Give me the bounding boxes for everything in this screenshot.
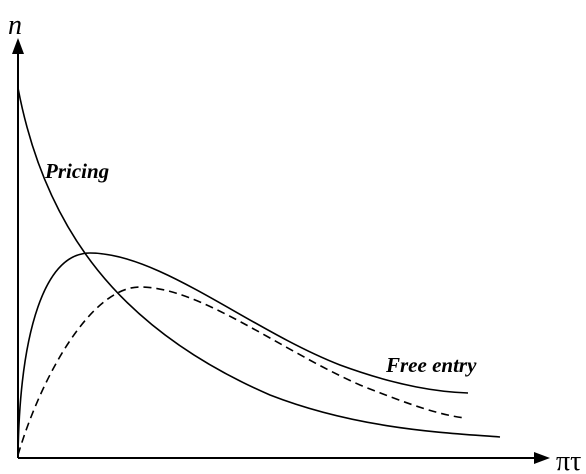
free-entry-curve bbox=[17, 252, 469, 456]
y-axis-arrow bbox=[12, 38, 24, 54]
y-axis-label: n bbox=[8, 10, 22, 41]
dashed-curve bbox=[17, 286, 466, 456]
x-axis-label: πτ bbox=[556, 446, 581, 474]
pricing-curve bbox=[17, 87, 501, 438]
curve-label: Free entry bbox=[385, 353, 477, 377]
curve-label: Pricing bbox=[44, 159, 109, 183]
x-axis-arrow bbox=[534, 452, 550, 464]
